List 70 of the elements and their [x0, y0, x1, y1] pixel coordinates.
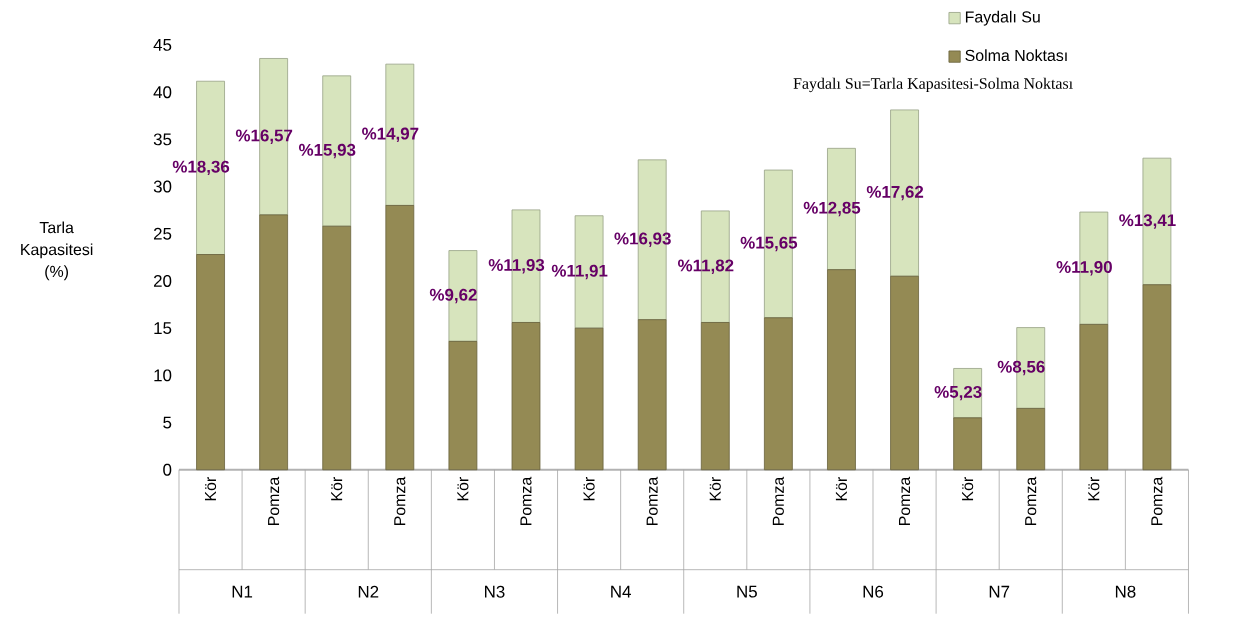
- y-tick-label: 35: [153, 133, 172, 146]
- bar: [953, 417, 983, 471]
- x-tick-label: Pomza: [1151, 476, 1163, 526]
- x-tick-label: Kör: [1088, 477, 1100, 501]
- x-tick-label: Kör: [457, 477, 469, 501]
- text: N4: [611, 586, 631, 598]
- x-tick-label: Pomza: [520, 476, 532, 526]
- y-tick-label: 25: [153, 227, 172, 240]
- bar: [637, 319, 667, 471]
- data-label: %11,91: [551, 264, 608, 280]
- y-axis-title: Tarla Kapasitesi (%): [21, 221, 93, 281]
- bar: [1079, 324, 1109, 471]
- bar: [700, 322, 730, 471]
- bar: [574, 327, 604, 471]
- data-label: %15,93: [298, 143, 356, 159]
- y-tick-label: 40: [153, 86, 172, 99]
- x-tick-label: Pomza: [899, 476, 911, 526]
- bar: [322, 225, 352, 471]
- text: N8: [1115, 585, 1136, 598]
- bar: [763, 317, 793, 471]
- data-label: %18,36: [172, 160, 230, 176]
- x-tick-label: Pomza: [394, 476, 406, 526]
- text: N2: [358, 585, 379, 598]
- data-label: %12,85: [803, 201, 861, 217]
- y-tick-label: 5: [163, 416, 172, 429]
- bar: [890, 276, 919, 471]
- data-label: %16,93: [614, 232, 671, 248]
- data-label: %9,62: [429, 288, 477, 304]
- legend-label: Faydalı Su: [965, 11, 1040, 26]
- x-tick-label: Kör: [835, 477, 848, 501]
- x-tick-label: Kör: [709, 477, 721, 501]
- x-tick-label: Pomza: [646, 476, 658, 526]
- text: N1: [232, 586, 253, 598]
- bar: [259, 214, 289, 471]
- bar: [827, 269, 856, 471]
- data-label: %11,93: [488, 259, 545, 274]
- annotation: Faydalı Su=Tarla Kapasitesi-Solma Noktası: [793, 77, 1073, 93]
- text: N3: [485, 585, 505, 598]
- x-tick-label: Kör: [204, 477, 217, 501]
- data-label: %16,57: [235, 129, 293, 145]
- data-label: %11,82: [677, 259, 734, 275]
- data-label: %17,62: [866, 186, 924, 201]
- y-tick-label: 20: [153, 275, 172, 288]
- bar: [385, 205, 415, 471]
- data-label: %13,41: [1119, 214, 1176, 229]
- x-tick-label: Pomza: [772, 476, 784, 526]
- y-tick-label: 10: [154, 369, 172, 382]
- y-tick-label: 45: [153, 39, 172, 52]
- bar: [1016, 408, 1046, 471]
- data-label: %11,90: [1056, 261, 1112, 276]
- bar: [511, 322, 541, 471]
- data-label: %8,56: [997, 360, 1045, 376]
- text: N7: [989, 586, 1010, 598]
- y-tick-label: 30: [153, 180, 172, 193]
- x-tick-label: Kör: [331, 477, 343, 501]
- x-tick-label: Pomza: [1025, 476, 1037, 526]
- y-tick-label: 0: [163, 463, 172, 476]
- data-label: %5,23: [934, 386, 982, 401]
- data-label: %15,65: [740, 236, 798, 252]
- x-tick-label: Pomza: [268, 476, 280, 526]
- bar: [1142, 284, 1172, 471]
- x-tick-label: Kör: [583, 477, 595, 501]
- data-label: %14,97: [362, 127, 419, 143]
- bar: [448, 341, 478, 471]
- bar: [196, 254, 225, 471]
- text: N5: [737, 585, 757, 598]
- x-tick-label: Kör: [962, 477, 974, 501]
- text: N6: [863, 585, 884, 598]
- legend-label: Solma Noktası: [965, 49, 1067, 62]
- y-tick-label: 15: [154, 322, 172, 335]
